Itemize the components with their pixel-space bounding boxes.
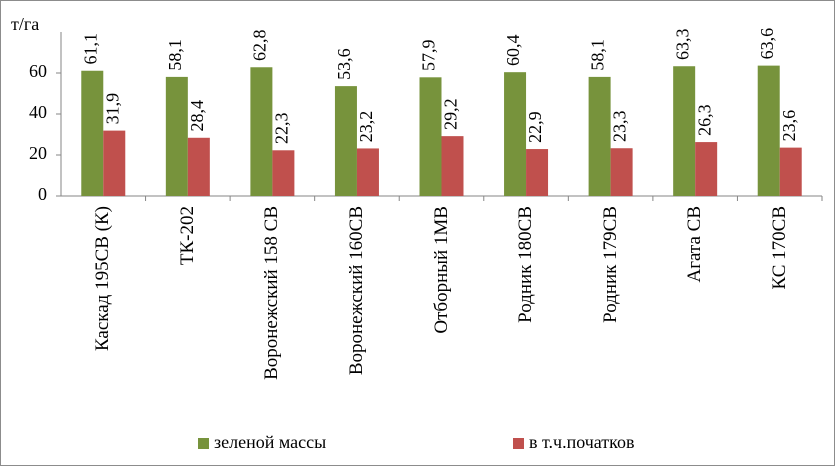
- y-tick-label: 20: [29, 143, 47, 163]
- bar: [81, 70, 104, 196]
- x-tick-text: Родник 179СВ: [599, 206, 621, 323]
- bar: [334, 86, 357, 196]
- data-label: 62,8: [250, 30, 270, 62]
- label-background: [589, 35, 610, 74]
- label-background: [674, 25, 695, 64]
- bar: [779, 147, 802, 196]
- data-label: 60,4: [503, 34, 523, 66]
- data-label: 23,2: [356, 111, 376, 143]
- bar: [588, 76, 611, 196]
- data-label: 28,4: [187, 100, 207, 132]
- label-background: [527, 108, 548, 147]
- label-background: [420, 36, 441, 75]
- y-tick-label: 0: [38, 184, 47, 204]
- x-tick-label: ТК-202: [148, 206, 228, 406]
- x-tick-text: Агата СВ: [684, 206, 706, 283]
- x-tick-label: Воронежский 158 СВ: [232, 206, 312, 406]
- label-background: [505, 31, 526, 70]
- label-background: [188, 96, 209, 135]
- bar: [441, 136, 464, 196]
- bar: [272, 150, 295, 196]
- data-label: 31,9: [102, 93, 122, 125]
- y-tick-label: 40: [29, 102, 47, 122]
- x-tick-label: Родник 179СВ: [571, 206, 651, 406]
- label-background: [780, 106, 801, 145]
- legend-swatch: [198, 438, 209, 449]
- label-background: [335, 45, 356, 84]
- label-background: [442, 95, 463, 134]
- bar: [187, 137, 210, 196]
- bar: [165, 76, 188, 196]
- bar: [610, 148, 633, 196]
- bar: [757, 65, 780, 197]
- legend-label: зеленой массы: [214, 432, 326, 452]
- label-background: [758, 24, 779, 63]
- data-label: 63,3: [672, 28, 692, 60]
- data-label: 23,3: [610, 110, 630, 142]
- label-background: [273, 109, 294, 148]
- y-axis-label: т/га: [11, 14, 39, 34]
- label-background: [82, 29, 103, 68]
- x-tick-text: Родник 180СВ: [515, 206, 537, 323]
- bar: [504, 72, 527, 196]
- x-tick-label: Агата СВ: [655, 206, 735, 406]
- label-background: [104, 89, 125, 128]
- x-tick-label: Родник 180СВ: [486, 206, 566, 406]
- data-label: 61,1: [80, 33, 100, 64]
- data-label: 53,6: [334, 48, 354, 79]
- data-label: 57,9: [419, 40, 439, 72]
- data-label: 63,6: [757, 28, 777, 60]
- bar: [356, 148, 379, 196]
- bar: [250, 67, 273, 196]
- data-label: 58,1: [165, 39, 185, 71]
- legend-label: в т.ч.початков: [529, 432, 635, 452]
- bar: [419, 77, 442, 196]
- x-tick-text: ТК-202: [176, 206, 198, 266]
- x-tick-label: Отборный 1МВ: [402, 206, 482, 406]
- x-tick-text: Воронежский 160СВ: [345, 206, 367, 376]
- legend-swatch: [513, 438, 524, 449]
- label-background: [357, 107, 378, 146]
- data-label: 29,2: [441, 98, 461, 130]
- label-background: [611, 107, 632, 146]
- x-tick-label: Каскад 195СВ (К): [63, 206, 143, 406]
- x-tick-text: Каскад 195СВ (К): [92, 206, 114, 352]
- bar: [673, 66, 696, 196]
- label-background: [166, 35, 187, 74]
- data-label: 22,3: [272, 113, 292, 145]
- x-tick-label: Воронежский 160СВ: [317, 206, 397, 406]
- x-tick-text: КС 170СВ: [768, 206, 790, 290]
- x-tick-text: Отборный 1МВ: [430, 206, 452, 334]
- data-label: 22,9: [525, 111, 545, 142]
- data-label: 58,1: [588, 39, 608, 71]
- bar: [526, 149, 549, 196]
- data-label: 26,3: [694, 104, 714, 135]
- bar: [695, 142, 718, 196]
- data-label: 23,6: [779, 110, 799, 141]
- bar: [103, 130, 126, 196]
- label-background: [251, 26, 272, 65]
- x-tick-text: Воронежский 158 СВ: [261, 206, 283, 380]
- y-tick-label: 60: [29, 61, 47, 81]
- x-tick-label: КС 170СВ: [740, 206, 820, 406]
- label-background: [696, 101, 717, 140]
